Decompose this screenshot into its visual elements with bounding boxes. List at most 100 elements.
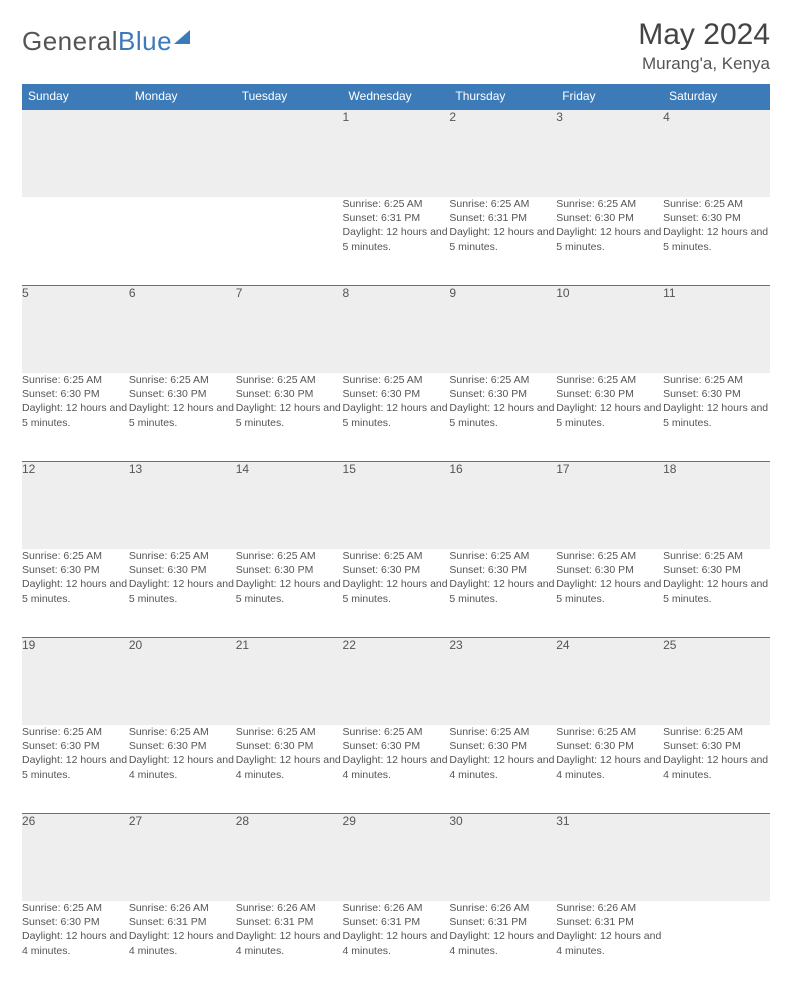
day-content-cell: Sunrise: 6:25 AMSunset: 6:30 PMDaylight:… (663, 549, 770, 637)
weekday-header: Saturday (663, 84, 770, 109)
day-number-cell: 31 (556, 813, 663, 901)
logo-text: GeneralBlue (22, 26, 172, 57)
sunrise-text: Sunrise: 6:25 AM (449, 725, 556, 739)
day-number-row: 567891011 (22, 285, 770, 373)
day-content-cell: Sunrise: 6:25 AMSunset: 6:30 PMDaylight:… (129, 549, 236, 637)
sunrise-text: Sunrise: 6:25 AM (449, 197, 556, 211)
month-title: May 2024 (638, 18, 770, 52)
sunset-text: Sunset: 6:30 PM (129, 739, 236, 753)
day-number-cell (22, 109, 129, 197)
day-content-cell: Sunrise: 6:25 AMSunset: 6:30 PMDaylight:… (449, 549, 556, 637)
day-number-cell: 12 (22, 461, 129, 549)
sunset-text: Sunset: 6:30 PM (343, 387, 450, 401)
daylight-text: Daylight: 12 hours and 4 minutes. (449, 753, 556, 781)
day-content-cell: Sunrise: 6:25 AMSunset: 6:30 PMDaylight:… (343, 373, 450, 461)
day-content-row: Sunrise: 6:25 AMSunset: 6:30 PMDaylight:… (22, 549, 770, 637)
sunset-text: Sunset: 6:31 PM (556, 915, 663, 929)
page-header: GeneralBlue May 2024 Murang'a, Kenya (22, 18, 770, 74)
sunset-text: Sunset: 6:30 PM (236, 563, 343, 577)
day-content-cell: Sunrise: 6:25 AMSunset: 6:30 PMDaylight:… (22, 901, 129, 989)
daylight-text: Daylight: 12 hours and 4 minutes. (129, 929, 236, 957)
sunset-text: Sunset: 6:30 PM (22, 387, 129, 401)
sunset-text: Sunset: 6:31 PM (129, 915, 236, 929)
day-content-cell: Sunrise: 6:25 AMSunset: 6:30 PMDaylight:… (129, 725, 236, 813)
logo-text-blue: Blue (118, 26, 172, 56)
day-number-cell: 20 (129, 637, 236, 725)
daylight-text: Daylight: 12 hours and 5 minutes. (449, 225, 556, 253)
sunrise-text: Sunrise: 6:26 AM (449, 901, 556, 915)
sunset-text: Sunset: 6:31 PM (343, 915, 450, 929)
day-number-cell: 22 (343, 637, 450, 725)
day-number-cell: 13 (129, 461, 236, 549)
daylight-text: Daylight: 12 hours and 5 minutes. (556, 401, 663, 429)
sunrise-text: Sunrise: 6:25 AM (343, 549, 450, 563)
day-content-row: Sunrise: 6:25 AMSunset: 6:31 PMDaylight:… (22, 197, 770, 285)
sunrise-text: Sunrise: 6:25 AM (556, 197, 663, 211)
day-content-cell: Sunrise: 6:25 AMSunset: 6:30 PMDaylight:… (663, 197, 770, 285)
sunrise-text: Sunrise: 6:25 AM (22, 373, 129, 387)
day-number-cell: 25 (663, 637, 770, 725)
sunset-text: Sunset: 6:30 PM (663, 563, 770, 577)
day-content-cell: Sunrise: 6:25 AMSunset: 6:30 PMDaylight:… (22, 725, 129, 813)
daylight-text: Daylight: 12 hours and 5 minutes. (129, 401, 236, 429)
day-number-cell: 28 (236, 813, 343, 901)
daylight-text: Daylight: 12 hours and 5 minutes. (236, 401, 343, 429)
weekday-header: Friday (556, 84, 663, 109)
daylight-text: Daylight: 12 hours and 5 minutes. (343, 577, 450, 605)
day-number-cell: 21 (236, 637, 343, 725)
day-number-cell: 17 (556, 461, 663, 549)
location: Murang'a, Kenya (638, 54, 770, 74)
sunset-text: Sunset: 6:30 PM (556, 387, 663, 401)
sunset-text: Sunset: 6:30 PM (343, 739, 450, 753)
day-number-cell: 5 (22, 285, 129, 373)
day-content-cell: Sunrise: 6:25 AMSunset: 6:30 PMDaylight:… (236, 549, 343, 637)
day-number-cell (236, 109, 343, 197)
sunset-text: Sunset: 6:30 PM (129, 387, 236, 401)
sunset-text: Sunset: 6:31 PM (343, 211, 450, 225)
sunrise-text: Sunrise: 6:25 AM (556, 549, 663, 563)
daylight-text: Daylight: 12 hours and 5 minutes. (556, 225, 663, 253)
day-number-cell: 16 (449, 461, 556, 549)
day-content-cell: Sunrise: 6:25 AMSunset: 6:30 PMDaylight:… (343, 549, 450, 637)
sunset-text: Sunset: 6:30 PM (343, 563, 450, 577)
sunrise-text: Sunrise: 6:25 AM (129, 549, 236, 563)
sunrise-text: Sunrise: 6:26 AM (556, 901, 663, 915)
day-content-cell: Sunrise: 6:25 AMSunset: 6:30 PMDaylight:… (556, 197, 663, 285)
sunrise-text: Sunrise: 6:25 AM (236, 725, 343, 739)
day-number-cell: 4 (663, 109, 770, 197)
sunset-text: Sunset: 6:30 PM (22, 739, 129, 753)
day-content-cell (22, 197, 129, 285)
day-content-cell: Sunrise: 6:25 AMSunset: 6:31 PMDaylight:… (343, 197, 450, 285)
day-content-row: Sunrise: 6:25 AMSunset: 6:30 PMDaylight:… (22, 901, 770, 989)
sunset-text: Sunset: 6:31 PM (449, 211, 556, 225)
sunrise-text: Sunrise: 6:25 AM (556, 373, 663, 387)
weekday-header: Tuesday (236, 84, 343, 109)
sunset-text: Sunset: 6:30 PM (663, 211, 770, 225)
calendar-table: SundayMondayTuesdayWednesdayThursdayFrid… (22, 84, 770, 989)
day-content-cell: Sunrise: 6:25 AMSunset: 6:30 PMDaylight:… (449, 373, 556, 461)
sunset-text: Sunset: 6:30 PM (236, 739, 343, 753)
day-content-cell: Sunrise: 6:25 AMSunset: 6:30 PMDaylight:… (556, 725, 663, 813)
daylight-text: Daylight: 12 hours and 4 minutes. (343, 753, 450, 781)
sunrise-text: Sunrise: 6:25 AM (129, 725, 236, 739)
daylight-text: Daylight: 12 hours and 4 minutes. (343, 929, 450, 957)
calendar-body: 1234Sunrise: 6:25 AMSunset: 6:31 PMDayli… (22, 109, 770, 989)
day-number-cell: 7 (236, 285, 343, 373)
day-content-cell: Sunrise: 6:25 AMSunset: 6:30 PMDaylight:… (22, 373, 129, 461)
day-number-cell: 27 (129, 813, 236, 901)
day-number-cell: 1 (343, 109, 450, 197)
day-number-cell: 19 (22, 637, 129, 725)
day-content-cell (663, 901, 770, 989)
day-number-cell: 24 (556, 637, 663, 725)
day-content-cell: Sunrise: 6:25 AMSunset: 6:30 PMDaylight:… (556, 373, 663, 461)
calendar-header-row: SundayMondayTuesdayWednesdayThursdayFrid… (22, 84, 770, 109)
sunrise-text: Sunrise: 6:25 AM (22, 725, 129, 739)
sunset-text: Sunset: 6:31 PM (449, 915, 556, 929)
day-content-cell: Sunrise: 6:26 AMSunset: 6:31 PMDaylight:… (236, 901, 343, 989)
day-number-cell (663, 813, 770, 901)
sunrise-text: Sunrise: 6:25 AM (663, 197, 770, 211)
sunset-text: Sunset: 6:30 PM (663, 387, 770, 401)
sunset-text: Sunset: 6:30 PM (556, 739, 663, 753)
day-content-cell: Sunrise: 6:25 AMSunset: 6:30 PMDaylight:… (236, 373, 343, 461)
sunrise-text: Sunrise: 6:26 AM (129, 901, 236, 915)
